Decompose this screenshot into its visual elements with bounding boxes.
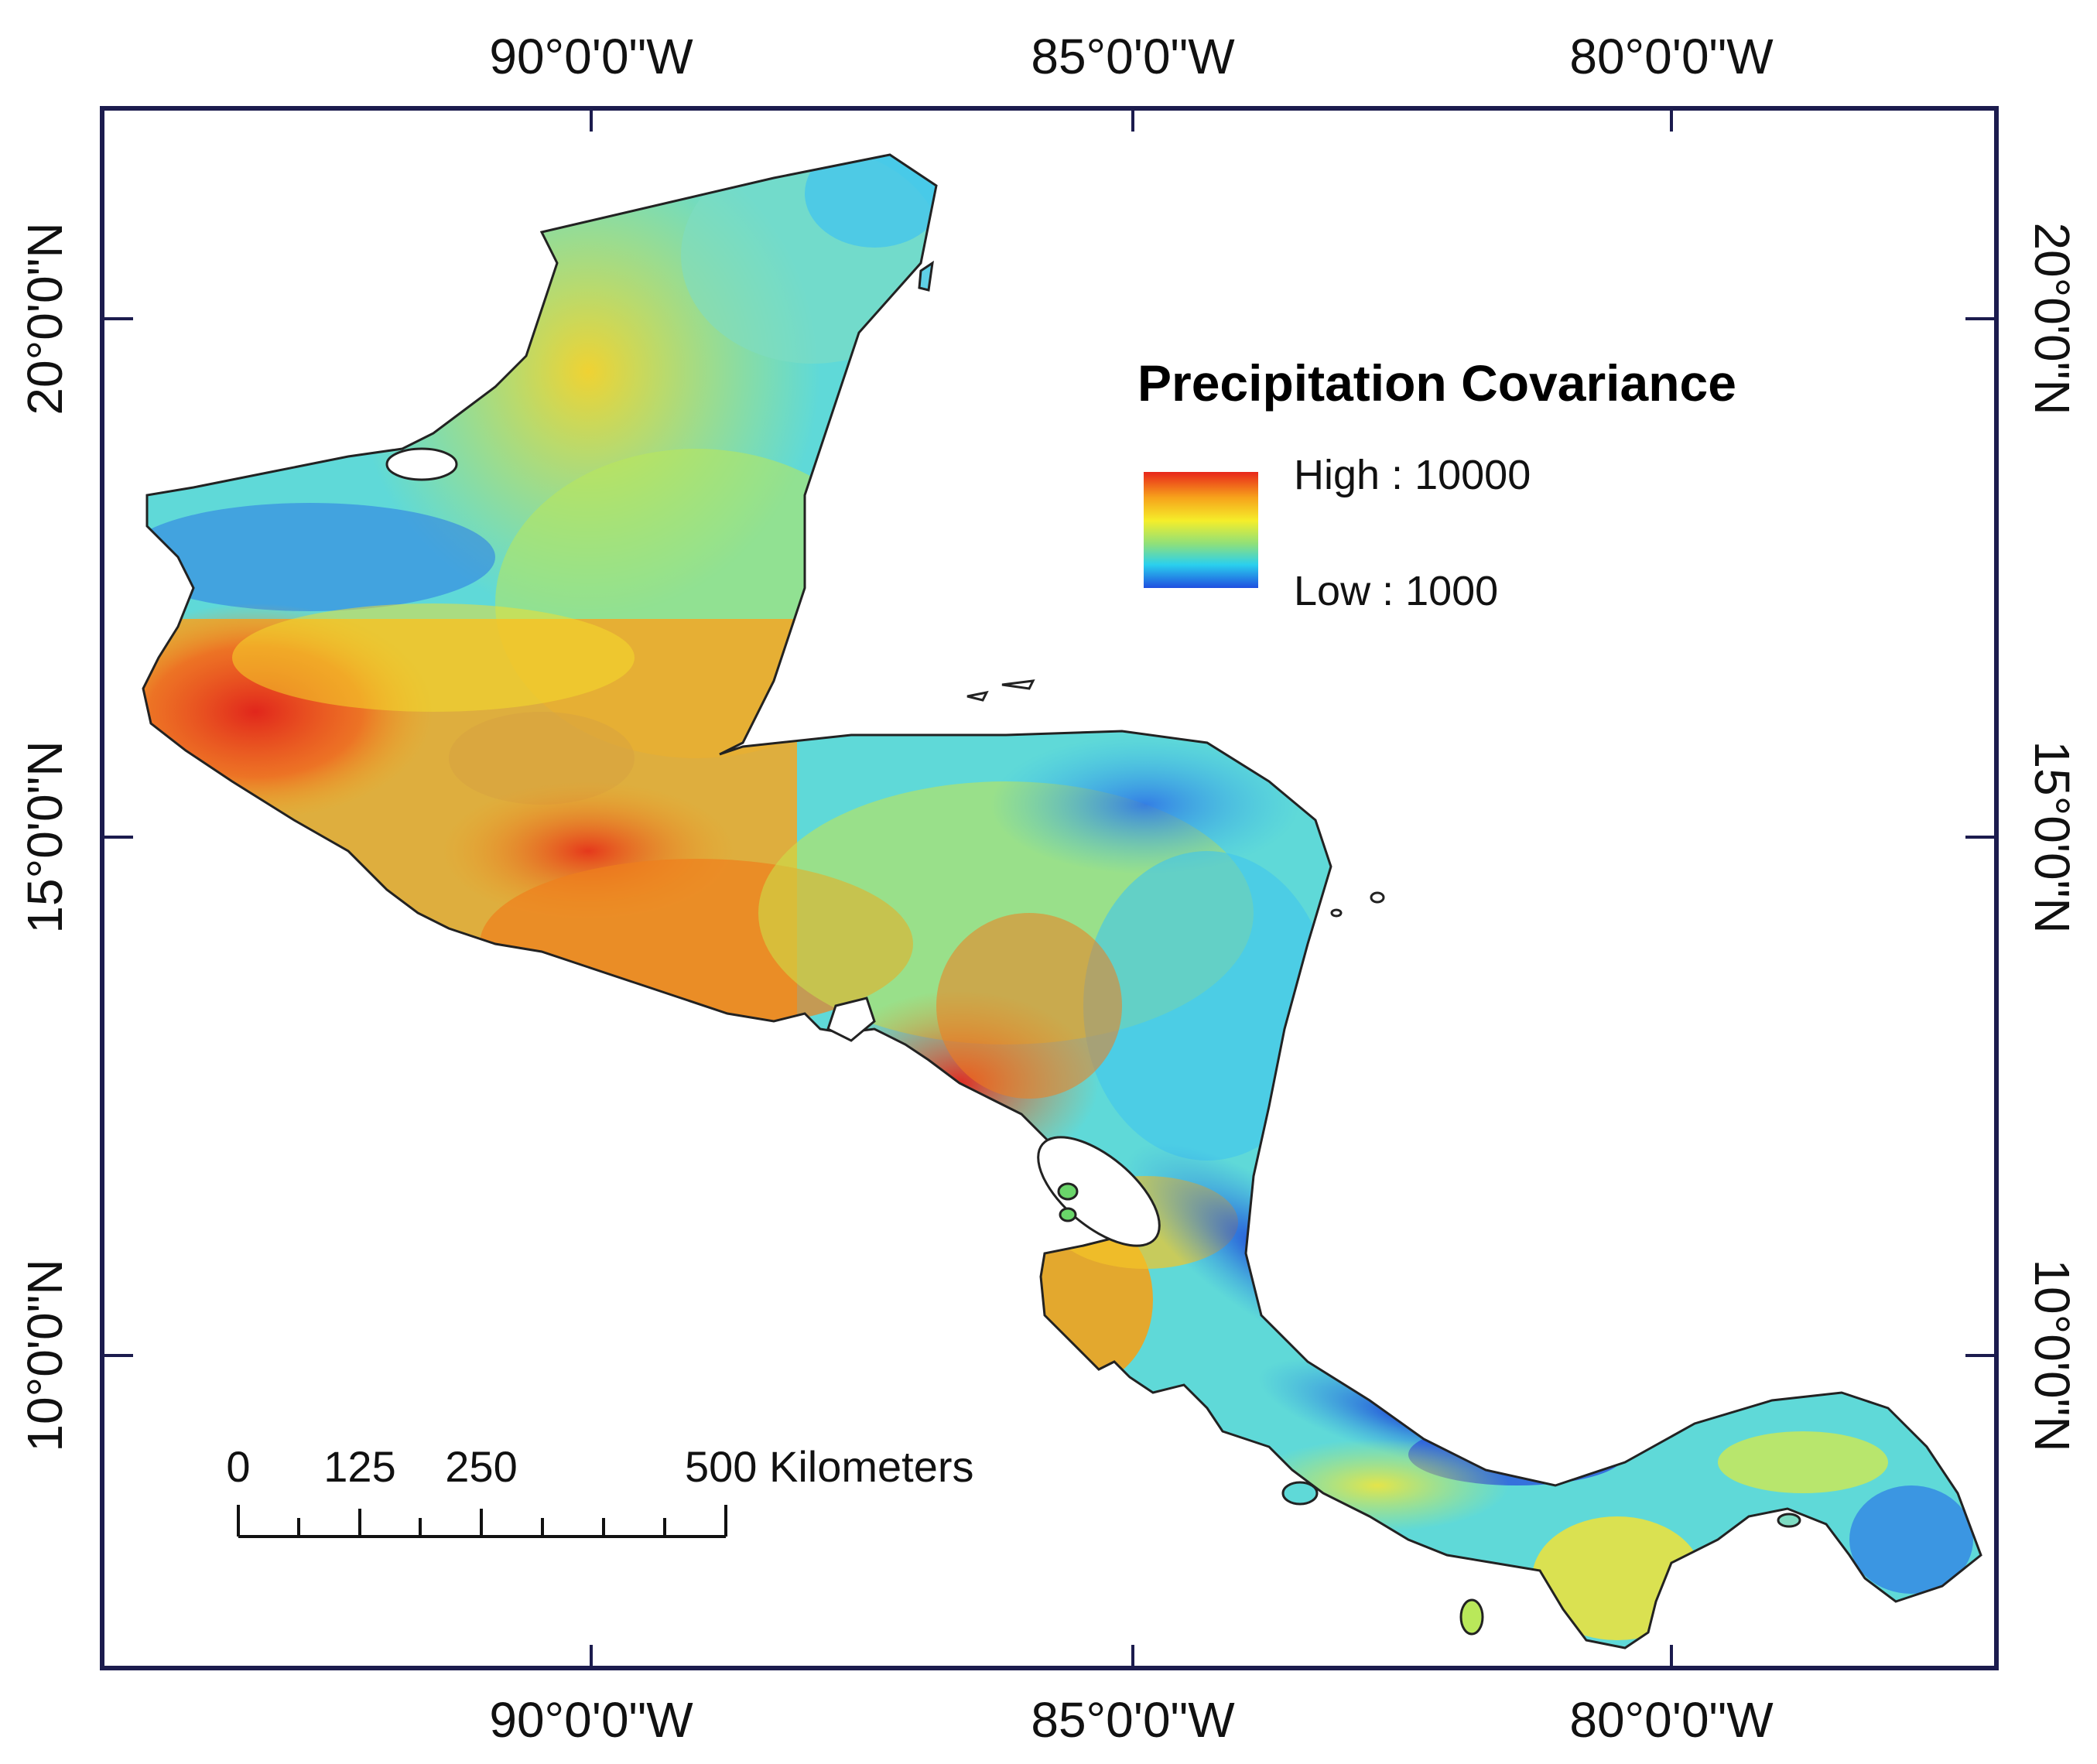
legend-low-label: Low : 1000 xyxy=(1294,568,1498,614)
right-coordinate-labels: 20°0'0"N 15°0'0"N 10°0'0"N xyxy=(2024,222,2080,1451)
scale-label: 250 xyxy=(445,1442,517,1491)
top-tick-label: 85°0'0"W xyxy=(1031,29,1235,84)
bottom-tick-label: 80°0'0"W xyxy=(1569,1692,1774,1748)
legend-high-label: High : 10000 xyxy=(1294,452,1531,498)
left-tick-label: 15°0'0"N xyxy=(17,740,73,933)
coastline xyxy=(142,153,1982,1649)
lake-nicaragua xyxy=(1037,1136,1161,1247)
bottom-tick-label: 85°0'0"W xyxy=(1031,1692,1235,1748)
graticule-ticks xyxy=(102,108,1996,1668)
terminos-lagoon xyxy=(385,447,458,481)
right-tick-label: 20°0'0"N xyxy=(2024,222,2080,415)
legend-title: Precipitation Covariance xyxy=(1137,354,1736,412)
left-tick-label: 20°0'0"N xyxy=(17,222,73,415)
legend: Precipitation Covariance High : 10000 Lo… xyxy=(1137,354,1736,614)
scale-bar: 0 125 250 500 Kilometers xyxy=(226,1442,974,1538)
gulf-of-fonseca xyxy=(826,997,876,1042)
right-tick-label: 15°0'0"N xyxy=(2024,740,2080,933)
top-tick-label: 80°0'0"W xyxy=(1569,29,1774,84)
islands xyxy=(918,260,1801,1636)
top-coordinate-labels: 90°0'0"W 85°0'0"W 80°0'0"W xyxy=(489,29,1774,84)
bottom-coordinate-labels: 90°0'0"W 85°0'0"W 80°0'0"W xyxy=(489,1692,1774,1748)
left-tick-label: 10°0'0"N xyxy=(17,1259,73,1451)
scale-label: 0 xyxy=(226,1442,250,1491)
left-coordinate-labels: 20°0'0"N 15°0'0"N 10°0'0"N xyxy=(17,222,73,1451)
right-tick-label: 10°0'0"N xyxy=(2024,1259,2080,1451)
scale-bar-line xyxy=(237,1505,727,1538)
legend-color-ramp xyxy=(1144,472,1258,588)
top-tick-label: 90°0'0"W xyxy=(489,29,693,84)
bottom-tick-label: 90°0'0"W xyxy=(489,1692,693,1748)
scale-label: 500 Kilometers xyxy=(685,1442,974,1491)
scale-label: 125 xyxy=(323,1442,395,1491)
